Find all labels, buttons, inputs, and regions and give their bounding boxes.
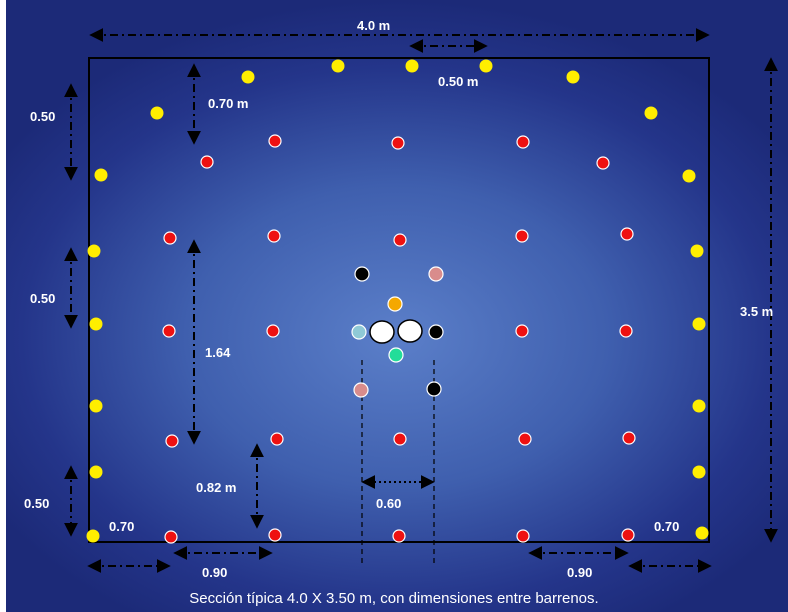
diagram-caption: Sección típica 4.0 X 3.50 m, con dimensi…: [189, 590, 599, 607]
diagram-background: 4.0 m 0.50 m 3.5 m 0.70 m 0.50 0.50 0.50…: [6, 0, 788, 612]
production-hole: [515, 324, 529, 338]
cut-holes: [351, 266, 444, 398]
crown-offset-label: 0.70 m: [208, 96, 249, 111]
production-hole: [516, 529, 530, 543]
perimeter-hole: [692, 465, 706, 479]
relief-hole: [369, 320, 395, 344]
production-hole: [267, 229, 281, 243]
perimeter-hole: [331, 59, 345, 73]
cut-hole-black: [426, 381, 442, 397]
production-hole: [165, 434, 179, 448]
mid-vertical-label: 1.64: [205, 345, 231, 360]
cut-hole-orange: [387, 296, 403, 312]
left-spacing-top-label: 0.50: [30, 109, 56, 124]
left-spacing-bottom-label: 0.50: [24, 496, 50, 511]
bottom-right-label: 0.90: [567, 565, 593, 580]
production-hole: [200, 155, 214, 169]
production-hole: [393, 233, 407, 247]
perimeter-hole: [692, 317, 706, 331]
perimeter-hole: [695, 526, 709, 540]
cut-width-label: 0.60: [376, 496, 402, 511]
production-hole: [516, 135, 530, 149]
lower-vertical-label: 0.82 m: [196, 480, 237, 495]
production-hole: [393, 432, 407, 446]
perimeter-holes: [86, 59, 709, 543]
corner-right-label: 0.70: [654, 519, 680, 534]
cut-hole-pink: [353, 382, 369, 398]
cut-hole-black: [428, 324, 444, 340]
production-hole: [619, 324, 633, 338]
dimension-lines: [64, 28, 778, 573]
left-spacing-mid-label: 0.50: [30, 291, 56, 306]
production-hole: [621, 528, 635, 542]
production-hole: [268, 134, 282, 148]
top-spacing-label: 0.50 m: [438, 74, 479, 89]
bottom-left-label: 0.90: [202, 565, 228, 580]
perimeter-hole: [644, 106, 658, 120]
production-holes: [162, 134, 636, 544]
production-hole: [622, 431, 636, 445]
production-hole: [268, 528, 282, 542]
perimeter-hole: [566, 70, 580, 84]
production-hole: [270, 432, 284, 446]
production-hole: [391, 136, 405, 150]
perimeter-hole: [682, 169, 696, 183]
perimeter-hole: [89, 317, 103, 331]
perimeter-hole: [241, 70, 255, 84]
production-hole: [266, 324, 280, 338]
perimeter-hole: [89, 399, 103, 413]
cut-hole-lightblue: [351, 324, 367, 340]
production-hole: [162, 324, 176, 338]
perimeter-hole: [405, 59, 419, 73]
perimeter-hole: [479, 59, 493, 73]
production-hole: [620, 227, 634, 241]
perimeter-hole: [690, 244, 704, 258]
cut-hole-green: [388, 347, 404, 363]
production-hole: [518, 432, 532, 446]
perimeter-hole: [692, 399, 706, 413]
production-hole: [596, 156, 610, 170]
cut-guide-lines: [361, 360, 435, 566]
cut-hole-black: [354, 266, 370, 282]
perimeter-hole: [94, 168, 108, 182]
production-hole: [515, 229, 529, 243]
production-hole: [163, 231, 177, 245]
cut-hole-pink: [428, 266, 444, 282]
perimeter-hole: [150, 106, 164, 120]
relief-hole: [397, 319, 423, 343]
perimeter-hole: [86, 529, 100, 543]
width-label: 4.0 m: [357, 18, 391, 33]
relief-holes: [369, 319, 423, 344]
blast-pattern-diagram: [64, 28, 778, 573]
perimeter-hole: [89, 465, 103, 479]
corner-left-label: 0.70: [109, 519, 135, 534]
production-hole: [392, 529, 406, 543]
perimeter-hole: [87, 244, 101, 258]
height-label: 3.5 m: [740, 304, 774, 319]
production-hole: [164, 530, 178, 544]
